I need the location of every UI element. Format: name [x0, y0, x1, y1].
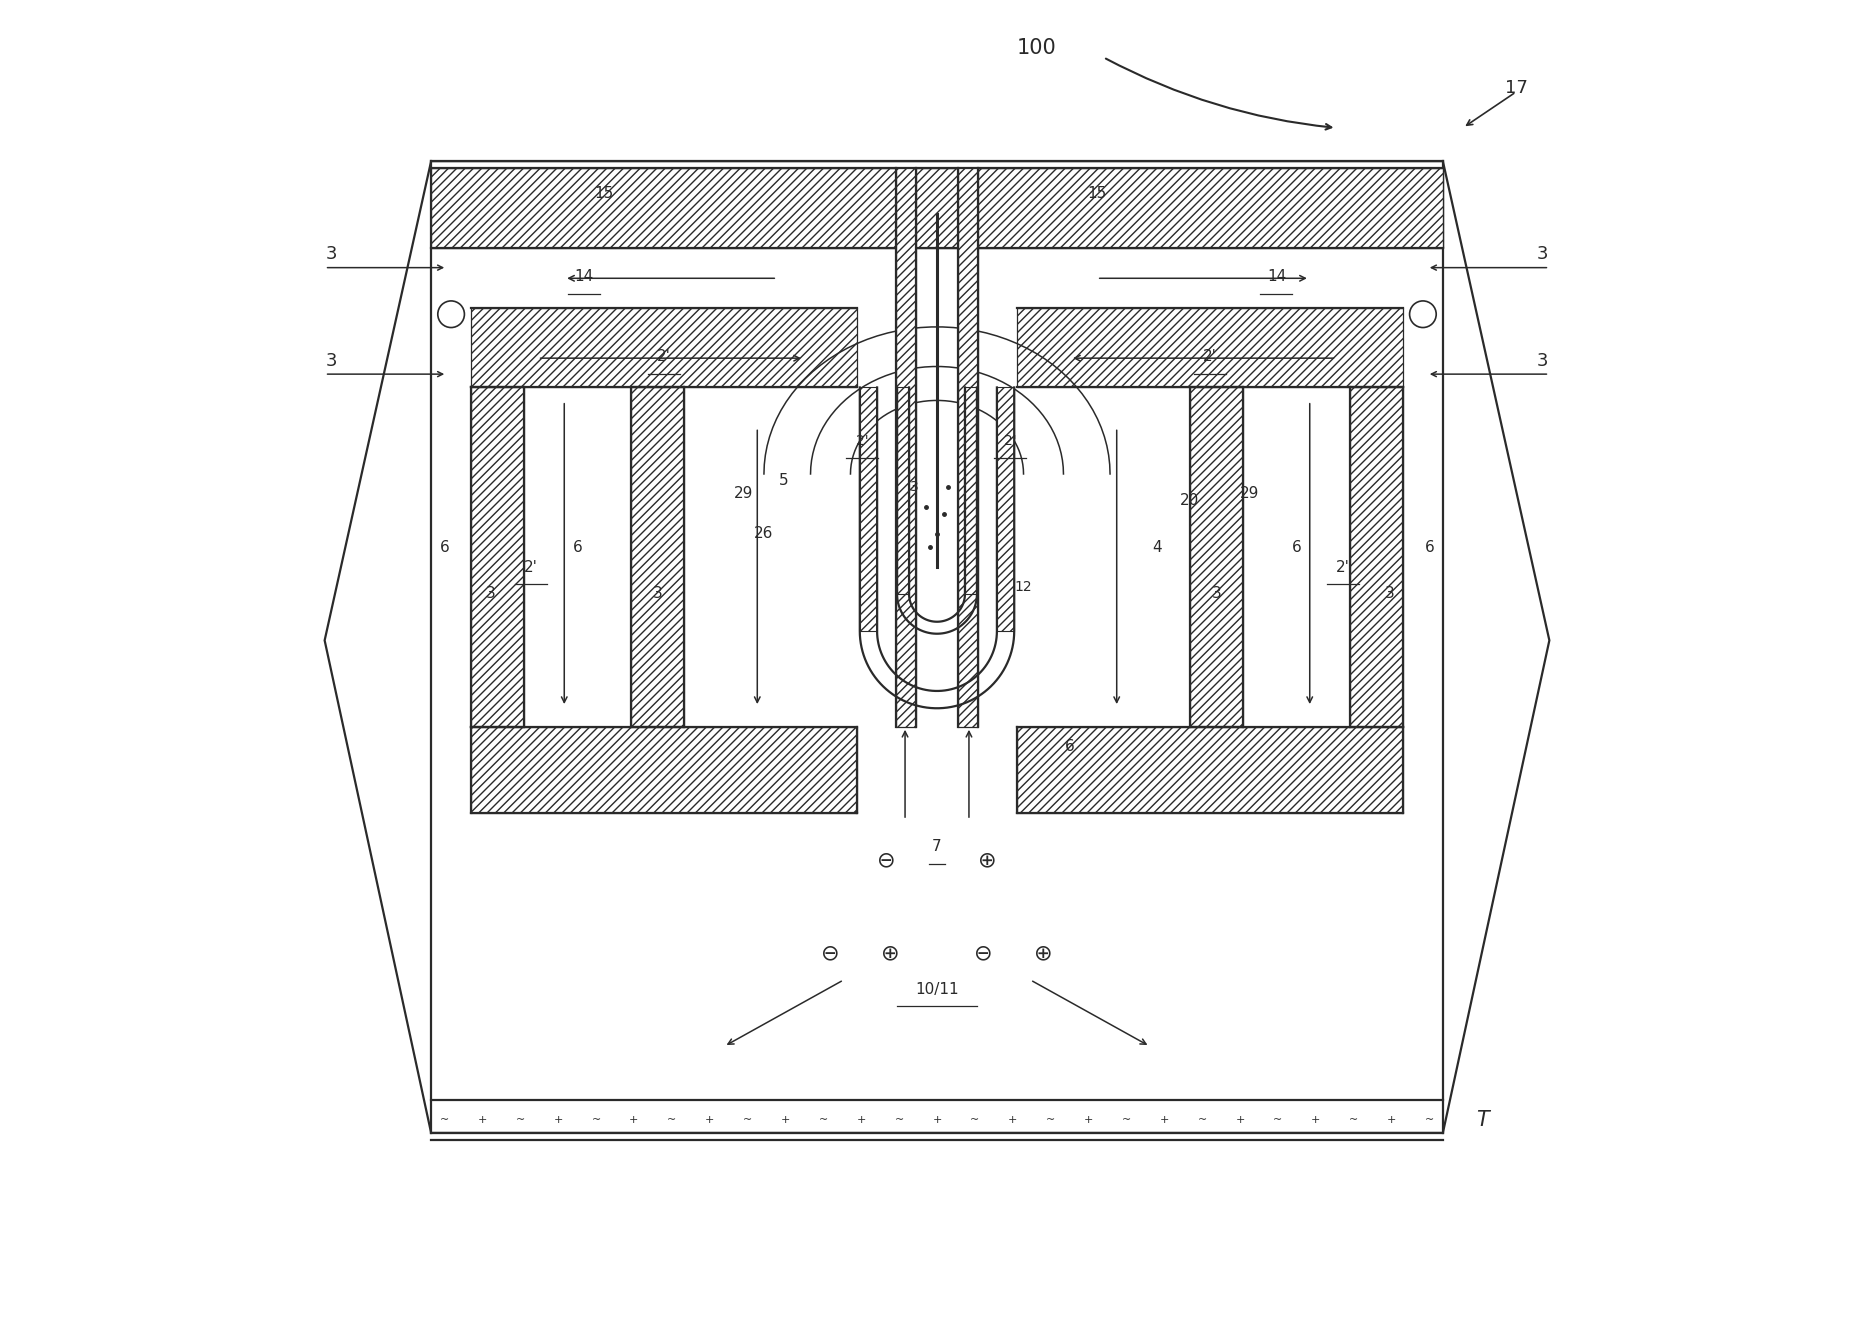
Text: 12: 12 — [1013, 580, 1032, 594]
Text: 3: 3 — [326, 352, 337, 370]
Text: +: + — [856, 1115, 865, 1125]
Text: +: + — [629, 1115, 639, 1125]
Text: ~: ~ — [1349, 1115, 1358, 1125]
Text: 3: 3 — [910, 480, 918, 495]
Text: +: + — [1234, 1115, 1244, 1125]
Polygon shape — [470, 387, 524, 727]
Text: 15: 15 — [594, 185, 614, 200]
Text: 6: 6 — [1290, 540, 1300, 555]
Text: +: + — [1083, 1115, 1092, 1125]
Polygon shape — [1017, 727, 1403, 814]
Text: ⊖: ⊖ — [974, 943, 993, 963]
Text: 15: 15 — [1086, 185, 1105, 200]
Text: ⊖: ⊖ — [877, 850, 895, 870]
Text: 2': 2' — [524, 560, 538, 575]
Text: ~: ~ — [819, 1115, 828, 1125]
Polygon shape — [897, 387, 908, 594]
Text: ~: ~ — [1197, 1115, 1206, 1125]
Text: 3: 3 — [1384, 586, 1394, 602]
Text: 3: 3 — [1536, 245, 1547, 263]
Text: +: + — [478, 1115, 487, 1125]
Text: 10/11: 10/11 — [914, 982, 959, 996]
Text: ~: ~ — [667, 1115, 676, 1125]
Text: 2': 2' — [1004, 434, 1015, 448]
Text: 6: 6 — [1064, 739, 1075, 754]
Text: +: + — [1311, 1115, 1320, 1125]
Text: 7: 7 — [931, 839, 942, 854]
Text: 6: 6 — [1423, 540, 1433, 555]
Text: ~: ~ — [1272, 1115, 1281, 1125]
Text: ⊖: ⊖ — [820, 943, 839, 963]
Text: +: + — [553, 1115, 562, 1125]
Polygon shape — [1017, 308, 1403, 387]
Text: 26: 26 — [753, 527, 774, 542]
Text: 5: 5 — [779, 474, 789, 488]
Polygon shape — [631, 387, 684, 727]
Polygon shape — [470, 727, 856, 814]
Text: ~: ~ — [440, 1115, 450, 1125]
Polygon shape — [996, 387, 1013, 631]
Text: 3: 3 — [485, 586, 496, 602]
Text: ~: ~ — [592, 1115, 601, 1125]
Text: +: + — [1008, 1115, 1017, 1125]
Polygon shape — [965, 387, 976, 594]
Text: +: + — [704, 1115, 714, 1125]
Text: 29: 29 — [1240, 487, 1259, 502]
Text: ~: ~ — [893, 1115, 903, 1125]
Polygon shape — [431, 168, 1442, 248]
Polygon shape — [1189, 387, 1242, 727]
Text: 100: 100 — [1017, 37, 1056, 57]
Text: ⊕: ⊕ — [978, 850, 996, 870]
Text: +: + — [931, 1115, 942, 1125]
Text: 20: 20 — [1180, 494, 1199, 508]
Text: ⊕: ⊕ — [880, 943, 899, 963]
Text: 14: 14 — [575, 269, 594, 284]
Text: ⊕: ⊕ — [1034, 943, 1053, 963]
Polygon shape — [1349, 387, 1403, 727]
Text: +: + — [1386, 1115, 1395, 1125]
Text: 6: 6 — [573, 540, 583, 555]
Polygon shape — [957, 168, 978, 727]
Text: +: + — [781, 1115, 790, 1125]
Text: 14: 14 — [1266, 269, 1285, 284]
Text: +: + — [1159, 1115, 1169, 1125]
Polygon shape — [470, 308, 856, 387]
Polygon shape — [895, 168, 916, 727]
Text: 3: 3 — [1536, 352, 1547, 370]
Text: ~: ~ — [970, 1115, 980, 1125]
Text: 17: 17 — [1504, 79, 1526, 97]
Text: 3: 3 — [326, 245, 337, 263]
Text: ~: ~ — [1423, 1115, 1433, 1125]
Text: 29: 29 — [734, 487, 753, 502]
Text: 2': 2' — [856, 434, 869, 448]
Text: ~: ~ — [742, 1115, 751, 1125]
Text: ~: ~ — [515, 1115, 524, 1125]
Text: 2': 2' — [1202, 350, 1216, 364]
Text: 6: 6 — [440, 540, 450, 555]
Text: ~: ~ — [1045, 1115, 1054, 1125]
Text: 2': 2' — [1335, 560, 1349, 575]
Text: T: T — [1476, 1110, 1489, 1130]
Text: 3: 3 — [1212, 586, 1221, 602]
Text: 3: 3 — [652, 586, 661, 602]
Text: 2': 2' — [657, 350, 671, 364]
Polygon shape — [860, 387, 877, 631]
Text: 4: 4 — [1152, 540, 1161, 555]
Text: ~: ~ — [1122, 1115, 1131, 1125]
